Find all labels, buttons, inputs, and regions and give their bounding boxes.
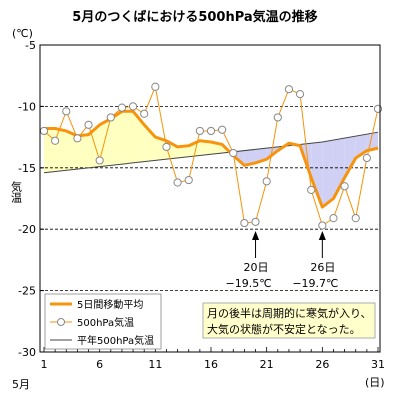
daily-point: [39, 126, 49, 136]
above-normal-fill: [99, 118, 111, 167]
above-normal-fill: [88, 124, 100, 168]
daily-point: [117, 103, 127, 112]
daily-point: [195, 126, 204, 136]
series-line-normal: [43, 131, 379, 174]
y-unit: (℃): [12, 27, 33, 40]
note-box: 月の後半は周期的に寒気が入り、 大気の状態が不安定となった。: [202, 302, 376, 339]
daily-point: [95, 156, 104, 165]
daily-point: [307, 185, 316, 195]
daily-point: [229, 148, 238, 158]
x-tick-label: 26: [315, 358, 329, 371]
daily-point: [184, 175, 193, 185]
y-tick-label: -30: [18, 346, 36, 359]
x-tick-labels: 1 6 11 16 21 26 31: [41, 347, 385, 371]
above-normal-fill: [133, 111, 145, 163]
legend-label-daily: 500hPa気温: [77, 316, 134, 329]
daily-point: [295, 90, 305, 99]
note-line-1: 月の後半は周期的に寒気が入り、: [207, 306, 372, 320]
daily-point: [73, 134, 82, 143]
x-tick-label: 6: [96, 358, 103, 371]
annotation-value-label: −19.7℃: [292, 277, 338, 290]
daily-point: [206, 126, 216, 136]
daily-point: [362, 153, 371, 163]
series-line-moving-average: [44, 109, 379, 209]
grid-lines: [40, 106, 380, 292]
y-tick-labels: -5 -10 -15 -20 -25 -30: [18, 39, 44, 359]
x-tick-label: 21: [260, 358, 274, 371]
daily-point: [351, 214, 360, 223]
annotation-value-label: −19.5℃: [226, 277, 272, 290]
chart-title: 5月のつくばにおける500hPa気温の推移: [72, 9, 317, 25]
x-axis-label: 5月: [12, 378, 30, 391]
above-normal-fill: [110, 111, 122, 166]
daily-point: [140, 109, 149, 118]
x-tick-label: 16: [204, 358, 218, 371]
annotations: 20日 −19.5℃ 26日 −19.7℃: [226, 231, 338, 290]
below-normal-fill: [344, 136, 356, 178]
daily-point: [84, 120, 93, 129]
x-tick-label: 1: [41, 358, 48, 371]
below-normal-fill: [322, 140, 334, 208]
x-tick-label: 11: [148, 358, 162, 371]
x-tick-label: 31: [371, 358, 385, 371]
deviation-fill-group: [44, 111, 378, 208]
above-normal-fill: [121, 111, 134, 165]
below-normal-fill: [311, 142, 323, 208]
legend-label-moving-average: 5日間移動平均: [77, 298, 143, 311]
legend-label-normal: 平年500hPa気温: [77, 334, 154, 347]
below-normal-fill: [244, 149, 256, 166]
y-tick-label: -25: [18, 285, 36, 298]
legend-marker-daily: [57, 318, 65, 326]
x-unit: (日): [365, 376, 385, 389]
daily-point: [162, 142, 171, 152]
daily-point: [240, 218, 249, 228]
annotation-arrow-head: [252, 231, 260, 240]
daily-point: [318, 221, 327, 230]
above-normal-fill: [177, 145, 189, 158]
plot-frame: [39, 44, 381, 353]
daily-point: [51, 136, 60, 145]
daily-point: [262, 177, 271, 186]
series-group: [39, 82, 383, 230]
annotation-day-label: 26日: [310, 261, 335, 274]
y-axis-label: 気温: [10, 180, 23, 203]
daily-point: [273, 113, 282, 122]
daily-point: [329, 214, 338, 223]
daily-point: [173, 178, 182, 187]
daily-point: [62, 107, 71, 116]
daily-point: [284, 85, 294, 94]
daily-point: [106, 113, 115, 122]
daily-point: [218, 125, 227, 134]
above-normal-fill: [44, 128, 56, 173]
annotation-arrow-head: [318, 231, 326, 240]
daily-point: [251, 217, 260, 226]
y-tick-label: -10: [18, 100, 36, 113]
y-tick-label: -5: [25, 39, 36, 52]
below-normal-fill: [333, 138, 345, 199]
y-tick-label: -15: [18, 162, 36, 175]
above-normal-fill: [155, 137, 167, 161]
legend: 5日間移動平均 500hPa気温 平年500hPa気温: [44, 293, 162, 350]
note-line-2: 大気の状態が不安定となった。: [207, 322, 361, 336]
note-background: [202, 302, 376, 339]
annotation-day-label: 20日: [244, 261, 269, 274]
daily-point: [340, 182, 349, 191]
daily-point: [373, 104, 383, 113]
above-normal-fill: [77, 134, 89, 170]
daily-point: [128, 102, 138, 111]
above-normal-fill: [199, 140, 211, 156]
y-tick-label: -20: [18, 223, 36, 236]
daily-point: [151, 82, 160, 91]
